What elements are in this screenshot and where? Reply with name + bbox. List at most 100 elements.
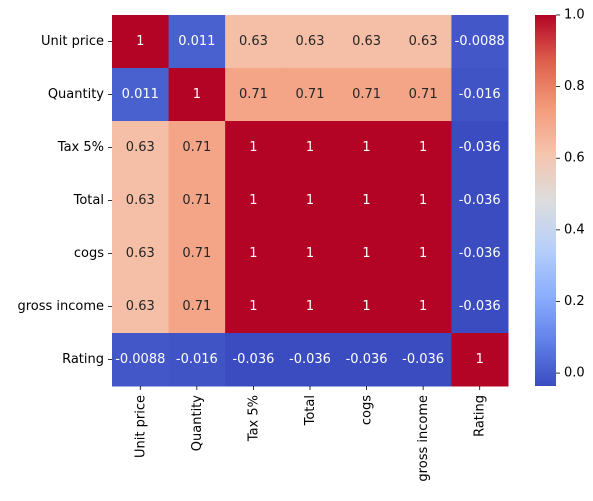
cell-value-label: 1 (306, 299, 314, 314)
heatmap-cell (394, 280, 452, 334)
heatmap-cell (394, 68, 452, 122)
heatmap-cell (112, 174, 170, 228)
x-tick-label: Unit price (133, 395, 148, 458)
colorbar: 0.0 0.2 0.4 0.6 0.8 1.0 (535, 8, 585, 386)
heatmap-cell (225, 333, 283, 387)
heatmap-cell (451, 174, 509, 228)
heatmap-cell (394, 15, 452, 69)
cell-value-label: 1 (306, 140, 314, 155)
heatmap-cell (281, 227, 339, 281)
cell-value-label: 1 (419, 193, 427, 208)
y-tick-label: Rating (62, 352, 104, 367)
cell-value-label: 0.71 (182, 246, 211, 261)
heatmap-cell (451, 227, 509, 281)
cell-value-label: 0.63 (239, 34, 268, 49)
cell-value-label: -0.0088 (455, 34, 505, 49)
y-tick-label: Quantity (48, 87, 104, 102)
heatmap-cell (338, 227, 396, 281)
cell-value-label: 1 (249, 246, 257, 261)
cell-value-label: -0.036 (232, 352, 274, 367)
cell-value-label: 0.71 (182, 140, 211, 155)
cell-value-label: 1 (362, 193, 370, 208)
heatmap-cell (338, 15, 396, 69)
colorbar-tick-label: 1.0 (564, 8, 585, 23)
heatmap-cell (281, 15, 339, 69)
x-tick-label: Rating (473, 395, 488, 437)
heatmap-cell (225, 227, 283, 281)
heatmap-cell (225, 174, 283, 228)
cell-value-label: -0.016 (176, 352, 218, 367)
heatmap-cell (112, 15, 170, 69)
y-tick-label: Total (73, 193, 104, 208)
heatmap-cell (112, 68, 170, 122)
y-tick-label: gross income (17, 299, 104, 314)
heatmap-cell (281, 174, 339, 228)
heatmap-cell (394, 174, 452, 228)
heatmap-cell (112, 121, 170, 175)
x-tick-label: Quantity (190, 395, 205, 451)
cell-value-label: 0.71 (352, 87, 381, 102)
heatmap-cell (338, 121, 396, 175)
y-axis-ticks: Unit price Quantity Tax 5% Total cogs gross i… (17, 34, 112, 367)
heatmap-cell (451, 333, 509, 387)
cell-value-label: 0.63 (296, 34, 325, 49)
colorbar-tick-label: 0.4 (564, 222, 585, 237)
cell-value-label: 1 (249, 299, 257, 314)
heatmap-cell (281, 333, 339, 387)
cell-value-label: 1 (362, 246, 370, 261)
colorbar-tick-label: 0.0 (564, 366, 585, 381)
cell-value-label: 1 (362, 299, 370, 314)
heatmap-cell (225, 68, 283, 122)
cell-value-label: 1 (476, 352, 484, 367)
cell-value-label: 1 (249, 193, 257, 208)
heatmap-cell (168, 174, 226, 228)
cell-value-label: -0.0088 (115, 352, 165, 367)
cell-value-label: 1 (306, 246, 314, 261)
heatmap-cell (112, 333, 170, 387)
cell-value-label: -0.036 (402, 352, 444, 367)
cell-value-label: 0.71 (409, 87, 438, 102)
heatmap-cell-labels: 1 0.011 0.63 0.63 0.63 0.63 -0.0088 0.011 1 0.71 0… (115, 34, 505, 367)
heatmap-cell (112, 227, 170, 281)
cell-value-label: 1 (362, 140, 370, 155)
heatmap-cell (394, 333, 452, 387)
heatmap-cell (112, 280, 170, 334)
heatmap-cell (338, 280, 396, 334)
heatmap-cell (225, 280, 283, 334)
heatmap-cell (451, 68, 509, 122)
heatmap-cell (281, 280, 339, 334)
cell-value-label: 0.011 (122, 87, 159, 102)
heatmap-cells (112, 15, 509, 387)
cell-value-label: 0.71 (296, 87, 325, 102)
heatmap-cell (338, 68, 396, 122)
cell-value-label: -0.016 (459, 87, 501, 102)
cell-value-label: 0.71 (182, 193, 211, 208)
cell-value-label: 0.71 (239, 87, 268, 102)
cell-value-label: 0.63 (409, 34, 438, 49)
colorbar-tick-label: 0.8 (564, 79, 585, 94)
heatmap-cell (168, 333, 226, 387)
heatmap-cell (168, 121, 226, 175)
colorbar-gradient (535, 15, 556, 386)
cell-value-label: 0.63 (126, 246, 155, 261)
heatmap-cell (168, 15, 226, 69)
cell-value-label: 0.011 (178, 34, 215, 49)
heatmap-cell (168, 68, 226, 122)
x-tick-label: Tax 5% (246, 395, 261, 442)
cell-value-label: 0.63 (126, 193, 155, 208)
cell-value-label: 0.63 (126, 299, 155, 314)
cell-value-label: 1 (419, 140, 427, 155)
cell-value-label: 1 (193, 87, 201, 102)
x-tick-label: gross income (416, 395, 431, 482)
x-axis-ticks: Unit price Quantity Tax 5% Total cogs gross i… (133, 386, 488, 482)
cell-value-label: -0.036 (459, 246, 501, 261)
heatmap-cell (451, 15, 509, 69)
cell-value-label: -0.036 (459, 193, 501, 208)
cell-value-label: 1 (419, 246, 427, 261)
cell-value-label: 1 (419, 299, 427, 314)
cell-value-label: -0.036 (289, 352, 331, 367)
y-tick-label: Unit price (41, 34, 104, 49)
cell-value-label: 1 (136, 34, 144, 49)
cell-value-label: 0.63 (352, 34, 381, 49)
